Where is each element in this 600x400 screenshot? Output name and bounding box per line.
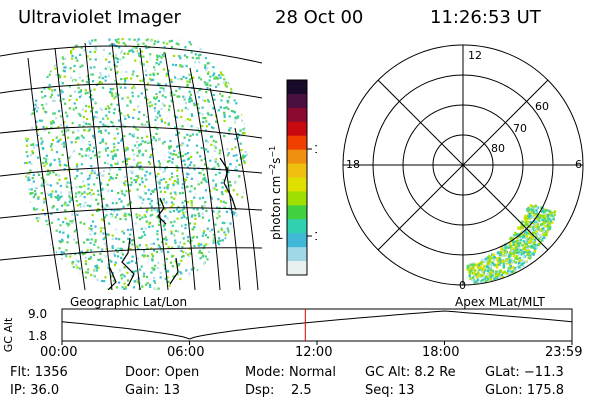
status-glat: GLat: −11.3: [485, 365, 564, 380]
status-gcalt: GC Alt: 8.2 Re: [365, 365, 456, 380]
colorbar-label-100: 100: [314, 143, 317, 156]
colorbar-segment: [287, 219, 307, 234]
polar-plot-panel: 12 18 6 0 60 70 80: [342, 44, 584, 292]
colorbar-segment: [287, 135, 307, 151]
colorbar-segment: [287, 247, 307, 262]
colorbar-frame: [286, 79, 308, 276]
orbit-altitude-plot: GC Alt 9.0 1.8: [2, 307, 573, 352]
orbit-xtick-marks: [61, 341, 573, 345]
colorbar-segment: [287, 163, 307, 178]
orbit-ylabel: GC Alt: [2, 317, 15, 352]
mlt-label-6: 6: [575, 158, 582, 171]
polar-grid: [342, 44, 584, 286]
colorbar-gradient: [287, 80, 307, 276]
orbit-xtick-2: 12:00: [295, 345, 333, 360]
status-ip: IP: 36.0: [10, 383, 60, 398]
date-label: 28 Oct 00: [275, 7, 364, 28]
mlt-label-18: 18: [346, 158, 360, 171]
lat-label-70: 70: [513, 122, 527, 135]
colorbar-segment: [287, 149, 307, 165]
status-door: Door: Open: [125, 365, 200, 380]
svg-text:photon cm−2s−1: photon cm−2s−1: [268, 146, 283, 240]
colorbar-label-10: 10: [314, 230, 317, 243]
orbit-plot-frame: [61, 308, 573, 342]
colorbar-segment: [287, 107, 307, 123]
orbit-xtick-1: 06:00: [167, 345, 205, 360]
lat-label-60: 60: [535, 100, 549, 113]
mlt-label-12: 12: [468, 49, 482, 62]
status-dsp: Dsp: 2.5: [245, 383, 312, 398]
colorbar-segment: [287, 261, 307, 276]
status-glon: GLon: 175.8: [485, 383, 565, 398]
colorbar-segment: [287, 205, 307, 220]
colorbar-panel: 100 10 photon cm−2s−1: [268, 79, 317, 276]
status-seq: Seq: 13: [365, 383, 415, 398]
instrument-title: Ultraviolet Imager: [18, 7, 181, 28]
auroral-oval-dots: [466, 204, 556, 285]
time-label: 11:26:53 UT: [430, 7, 541, 28]
colorbar-segment: [287, 121, 307, 137]
orbit-xtick-3: 18:00: [422, 345, 460, 360]
geographic-image-panel: [0, 38, 262, 290]
orbit-ytick-low: 1.8: [28, 329, 47, 343]
mlt-label-0: 0: [459, 279, 466, 292]
orbit-ytick-high: 9.0: [28, 307, 47, 321]
polar-caption: Apex MLat/MLT: [455, 295, 545, 309]
geographic-caption: Geographic Lat/Lon: [70, 295, 188, 309]
coastline: [107, 157, 237, 290]
colorbar-segment: [287, 177, 307, 192]
lat-label-80: 80: [491, 142, 505, 155]
status-gain: Gain: 13: [125, 383, 180, 398]
orbit-xtick-0: 00:00: [40, 345, 78, 360]
colorbar-segment: [287, 80, 307, 95]
colorbar-segment: [287, 191, 307, 206]
orbit-xtick-4: 23:59: [545, 345, 583, 360]
orbit-altitude-curve: [61, 310, 573, 340]
status-mode: Mode: Normal: [245, 365, 336, 380]
colorbar-unit-label: photon cm−2s−1: [268, 146, 283, 240]
lat-lon-grid: [0, 42, 262, 290]
colorbar-segment: [287, 233, 307, 248]
colorbar-segment: [287, 93, 307, 109]
status-flt: Flt: 1356: [10, 365, 68, 380]
